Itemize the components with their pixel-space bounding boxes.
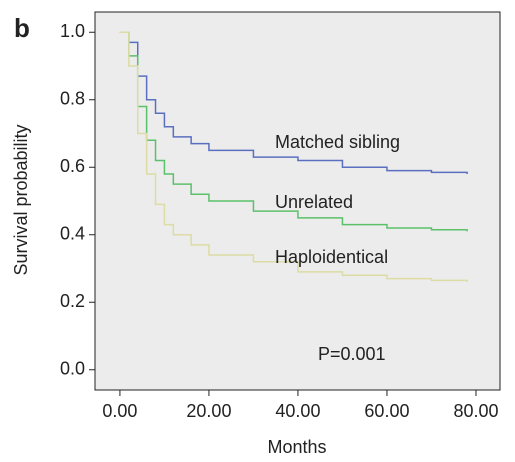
x-tick-label: 80.00 — [453, 401, 498, 421]
y-tick-label: 0.0 — [60, 359, 85, 379]
y-tick-label: 0.2 — [60, 291, 85, 311]
y-tick-label: 0.4 — [60, 224, 85, 244]
series-label: Haploidentical — [275, 247, 388, 267]
panel-label: b — [14, 13, 30, 43]
plot-area — [94, 11, 501, 391]
series-label: Matched sibling — [275, 132, 400, 152]
x-axis-label: Months — [267, 437, 326, 457]
survival-curve — [119, 31, 468, 282]
x-tick-label: 40.00 — [275, 401, 320, 421]
y-tick-label: 0.6 — [60, 156, 85, 176]
survival-curve — [119, 31, 468, 174]
y-tick-label: 1.0 — [60, 21, 85, 41]
x-tick-label: 60.00 — [364, 401, 409, 421]
y-tick-label: 0.8 — [60, 89, 85, 109]
x-tick-label: 0.00 — [102, 401, 137, 421]
survival-curve — [119, 31, 468, 232]
x-tick-label: 20.00 — [186, 401, 231, 421]
y-axis-label: Survival probability — [11, 124, 31, 275]
annotation: P=0.001 — [318, 344, 386, 364]
series-label: Unrelated — [275, 192, 353, 212]
